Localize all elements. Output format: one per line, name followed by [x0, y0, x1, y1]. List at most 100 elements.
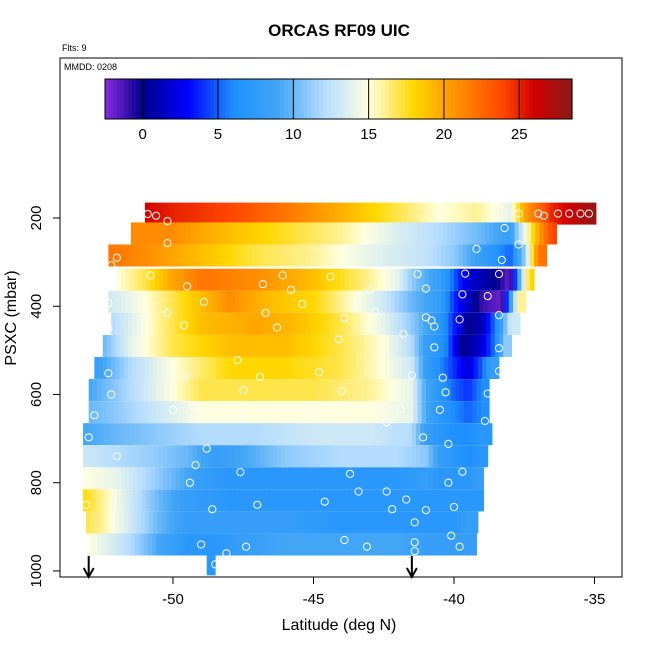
- data-point: [320, 497, 329, 506]
- colorbar-segment: [280, 79, 285, 119]
- colorbar-segment: [213, 79, 219, 119]
- heat-cell: [536, 202, 542, 225]
- heat-cell: [518, 222, 524, 245]
- heat-cell: [217, 244, 223, 267]
- heat-cell: [354, 401, 359, 424]
- heat-cell: [157, 357, 163, 380]
- heat-cell: [177, 379, 182, 402]
- heat-cell: [112, 423, 118, 446]
- colorbar-segment: [560, 79, 565, 119]
- heat-cell: [462, 290, 468, 313]
- colorbar-segment: [494, 79, 499, 119]
- data-point: [90, 411, 99, 420]
- colorbar-segment: [311, 79, 316, 119]
- colorbar-segment: [233, 79, 238, 119]
- heat-cell: [175, 489, 181, 512]
- heat-cell: [321, 357, 327, 380]
- heat-cell: [241, 334, 247, 357]
- heat-cell: [449, 268, 455, 291]
- heat-cell: [154, 268, 160, 291]
- heat-cell: [276, 268, 282, 291]
- heat-cell: [298, 489, 303, 512]
- colorbar-segment: [521, 79, 526, 119]
- heat-cell: [279, 511, 285, 534]
- colorbar-segment: [564, 79, 569, 119]
- heat-cell: [423, 357, 428, 380]
- data-point: [107, 390, 116, 399]
- heat-cell: [455, 379, 461, 402]
- heat-cell: [461, 357, 466, 380]
- heat-cell: [192, 489, 198, 512]
- heat-cell: [545, 202, 551, 225]
- heat-cell: [361, 445, 366, 468]
- data-point: [197, 540, 206, 549]
- heat-cell: [327, 244, 333, 267]
- heat-cell: [175, 423, 181, 446]
- heat-cell: [243, 445, 248, 468]
- heat-cell: [158, 423, 164, 446]
- heat-cell: [220, 334, 226, 357]
- heat-cell: [379, 379, 385, 402]
- heat-cell: [357, 489, 362, 512]
- heat-cell: [413, 379, 418, 402]
- heat-cell: [184, 467, 189, 490]
- heat-cell: [473, 202, 479, 225]
- heat-cell: [479, 244, 484, 267]
- heat-cell: [369, 445, 375, 468]
- heat-cell: [269, 533, 275, 556]
- heat-cell: [151, 379, 157, 402]
- heat-cell: [285, 445, 291, 468]
- heat-cell: [448, 312, 454, 335]
- colorbar-segment: [237, 79, 242, 119]
- heat-cell: [393, 334, 399, 357]
- heat-cell: [293, 268, 299, 291]
- heat-cell: [470, 244, 476, 267]
- heat-cell: [113, 401, 119, 424]
- heat-cell: [158, 268, 164, 291]
- heat-cell: [411, 489, 417, 512]
- heat-cell: [459, 222, 465, 245]
- heat-cell: [163, 489, 168, 512]
- heat-cell: [411, 268, 417, 291]
- x-tick-label: -40: [443, 591, 465, 608]
- heat-cell: [432, 268, 438, 291]
- heat-cell: [350, 222, 355, 245]
- heat-cell: [201, 467, 206, 490]
- data-point: [242, 542, 251, 551]
- heat-cell: [461, 202, 466, 225]
- data-point: [239, 386, 248, 395]
- data-point: [494, 367, 504, 376]
- heat-cell: [212, 334, 218, 357]
- heat-cell: [407, 268, 413, 291]
- colorbar-frame: [104, 78, 573, 120]
- data-point: [104, 324, 113, 333]
- heat-cell: [466, 467, 472, 490]
- heat-cell: [465, 334, 470, 357]
- heat-cell: [255, 423, 261, 446]
- heat-cell: [469, 202, 475, 225]
- heat-cell: [394, 244, 400, 267]
- heat-cell: [369, 423, 375, 446]
- data-point: [447, 531, 456, 540]
- heat-cell: [350, 533, 355, 556]
- heat-cell: [479, 268, 484, 291]
- heat-cell: [510, 222, 515, 245]
- heat-cell: [146, 423, 152, 446]
- heat-cell: [272, 423, 278, 446]
- heat-cell: [341, 533, 347, 556]
- heat-cell: [227, 222, 233, 245]
- heat-cell: [223, 533, 229, 556]
- heat-cell: [105, 401, 111, 424]
- heat-cell: [480, 222, 486, 245]
- heat-cell: [334, 357, 340, 380]
- heat-cell: [423, 202, 428, 225]
- heat-cell: [251, 489, 257, 512]
- heat-cell: [358, 222, 364, 245]
- heat-cell: [458, 423, 463, 446]
- heat-cell: [416, 244, 421, 267]
- heat-cell: [264, 290, 270, 313]
- heat-cell: [246, 334, 251, 357]
- colorbar-segment: [536, 79, 542, 119]
- heat-cell: [456, 357, 462, 380]
- heat-cell: [149, 312, 154, 335]
